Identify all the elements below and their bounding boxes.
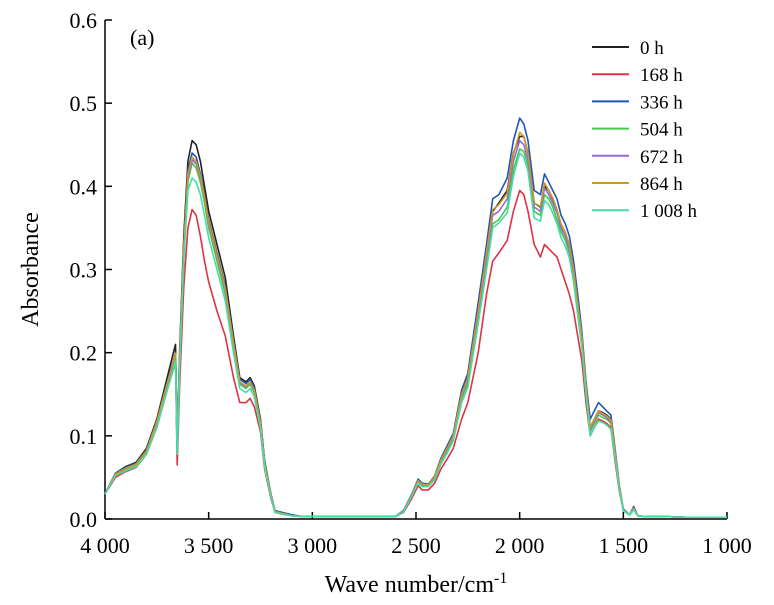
x-axis-title: Wave number/cm-1 <box>325 570 508 598</box>
y-tick-label: 0.3 <box>70 258 98 283</box>
legend-label: 1 008 h <box>640 201 698 222</box>
series-layer <box>104 117 727 519</box>
y-tick-label: 0.6 <box>70 8 98 33</box>
legend-label: 168 h <box>640 65 683 86</box>
y-axis-title: Absorbance <box>18 212 44 327</box>
x-tick-label: 3 000 <box>288 533 338 558</box>
x-axis-title-superscript: -1 <box>494 570 507 587</box>
series-line-2 <box>104 189 727 519</box>
series-line-4 <box>104 148 727 519</box>
legend-label: 864 h <box>640 174 683 195</box>
x-tick-label: 2 000 <box>495 533 545 558</box>
x-tick-label: 4 000 <box>80 533 130 558</box>
y-tick-label: 0.4 <box>70 174 98 199</box>
panel-label: (a) <box>130 25 154 50</box>
series-line-3 <box>104 117 727 519</box>
legend-label: 0 h <box>640 38 664 59</box>
legend-label: 504 h <box>640 120 683 141</box>
axes: 0.0 0.1 0.2 0.3 0.4 0.5 0.6 4 000 3 500 3 000 2 50… <box>70 8 752 558</box>
x-tick-label: 2 500 <box>391 533 441 558</box>
legend: 0 h 168 h 336 h 504 h 672 h 864 h 1 008 h <box>592 38 698 222</box>
x-axis-title-text: Wave number/cm <box>325 572 495 598</box>
y-tick-label: 0.1 <box>70 424 98 449</box>
series-line-6 <box>104 131 727 519</box>
legend-label: 336 h <box>640 92 683 113</box>
series-line-5 <box>104 139 727 519</box>
x-tick-label: 1 000 <box>702 533 752 558</box>
series-line-1 <box>104 135 727 519</box>
y-tick-label: 0.0 <box>70 507 98 532</box>
y-tick-label: 0.2 <box>70 341 98 366</box>
legend-label: 672 h <box>640 147 683 168</box>
x-tick-label: 1 500 <box>599 533 649 558</box>
y-tick-label: 0.5 <box>70 91 98 116</box>
series-line-7 <box>104 152 727 519</box>
x-tick-label: 3 500 <box>184 533 234 558</box>
